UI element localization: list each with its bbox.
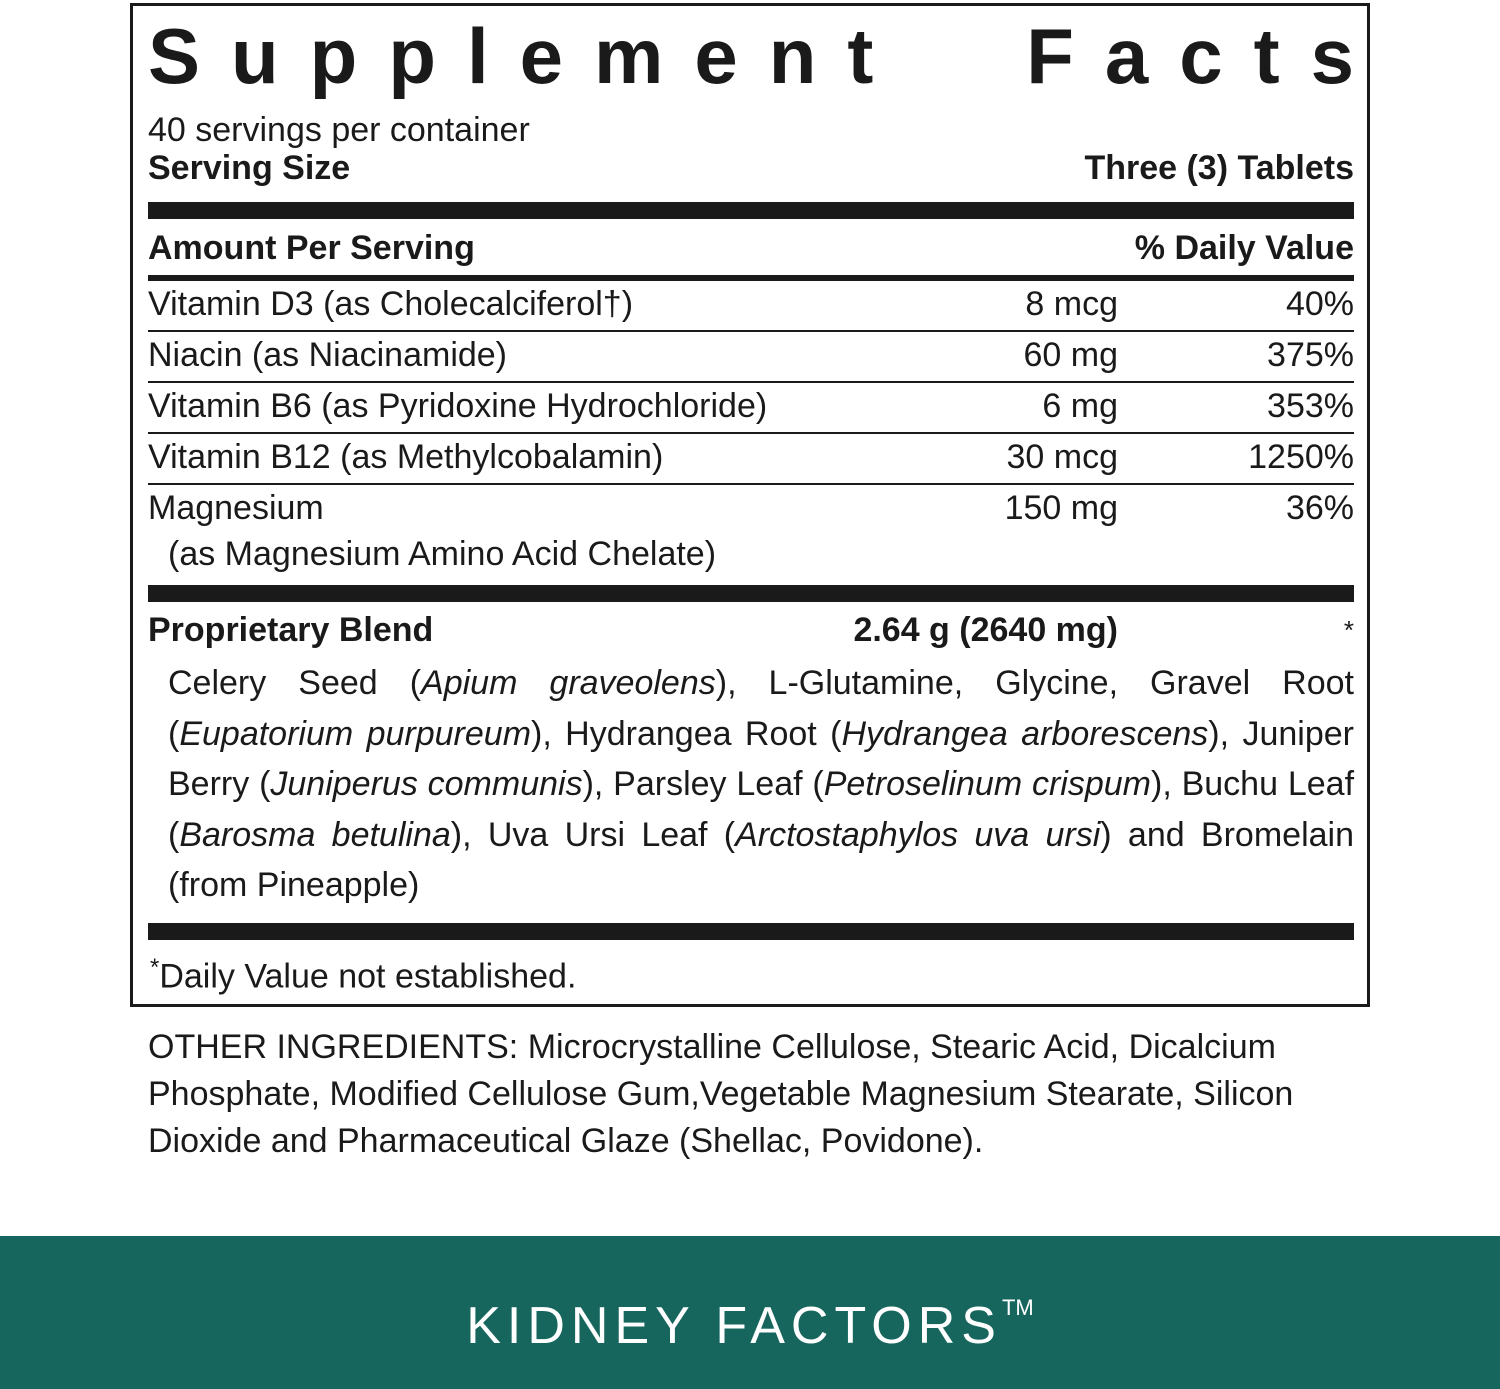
nutrient-amount: 8 mcg	[1025, 285, 1118, 323]
servings-per-container: 40 servings per container	[148, 111, 530, 149]
nutrient-row: Magnesium (as Magnesium Amino Acid Chelat…	[148, 485, 1354, 585]
nutrient-row: Niacin (as Niacinamide) 60 mg 375%	[148, 332, 1354, 383]
divider	[148, 585, 1354, 602]
nutrient-daily-value: 375%	[1267, 336, 1354, 374]
divider	[148, 922, 1354, 940]
nutrient-daily-value: 36%	[1285, 489, 1354, 527]
nutrient-name-text: Vitamin B6 (as Pyridoxine Hydrochloride)	[148, 387, 768, 425]
blend-name: Proprietary Blend	[148, 611, 434, 649]
botanical-name: Hydrangea arborescens	[841, 714, 1209, 753]
serving-size-label: Serving Size	[148, 149, 351, 187]
serving-size-row: Serving Size Three (3) Tablets	[148, 148, 1354, 188]
botanical-name: Barosma betulina	[179, 815, 451, 854]
nutrient-name-text: Magnesium	[148, 489, 324, 527]
nutrient-name-text: Vitamin B12 (as Methylcobalamin)	[148, 438, 664, 476]
serving-size-value: Three (3) Tablets	[1084, 149, 1354, 187]
nutrient-amount: 60 mg	[1023, 336, 1119, 374]
botanical-name: Arctostaphylos uva ursi	[735, 815, 1101, 854]
nutrient-name: Vitamin B6 (as Pyridoxine Hydrochloride)	[148, 383, 858, 432]
ingredient-text: ), Buchu Leaf (	[168, 765, 1355, 854]
footnote: *Daily Value not established.	[148, 940, 1354, 1004]
botanical-name: Petroselinum crispum	[823, 765, 1151, 803]
blend-ingredients: Celery Seed (Apium graveolens), L-Glutam…	[148, 658, 1354, 911]
footnote-mark: *	[150, 953, 160, 981]
blend-amount: 2.64 g (2640 mg)	[853, 611, 1118, 649]
ingredient-text: ), L-Glutamine, Glycine, Gravel Root (	[168, 664, 1355, 753]
nutrient-name-text: Niacin (as Niacinamide)	[148, 336, 508, 374]
botanical-name: Apium graveolens	[421, 664, 716, 702]
brand-band: KIDNEY FACTORSTM	[0, 1236, 1500, 1389]
ingredient-text: ), Hydrangea Root (	[531, 714, 842, 753]
nutrient-amount: 150 mg	[1004, 489, 1118, 527]
botanical-name: Juniperus communis	[270, 765, 583, 803]
ingredient-text: ) and Bromelain (from Pineapple)	[168, 815, 1354, 905]
nutrient-name: Niacin (as Niacinamide)	[148, 332, 858, 381]
other-ingredients: OTHER INGREDIENTS: Microcrystalline Cell…	[148, 1028, 1294, 1160]
amount-per-serving-header: Amount Per Serving	[148, 229, 475, 267]
footnote-text: Daily Value not established.	[159, 956, 577, 995]
ingredient-text: ), Juniper Berry (	[168, 714, 1354, 804]
supplement-facts-panel: Supplement Facts 40 servings per contain…	[130, 3, 1370, 1007]
nutrient-row: Vitamin B12 (as Methylcobalamin) 30 mcg 12…	[148, 434, 1354, 485]
botanical-name: Eupatorium purpureum	[179, 714, 532, 753]
nutrient-daily-value: 353%	[1267, 387, 1354, 425]
column-header: Amount Per Serving % Daily Value	[148, 219, 1354, 275]
nutrient-name: Magnesium (as Magnesium Amino Acid Chelat…	[148, 485, 858, 577]
divider	[148, 202, 1354, 219]
nutrient-amount: 6 mg	[1042, 387, 1118, 425]
daily-value-header: % Daily Value	[1134, 229, 1354, 267]
ingredient-text: ), Parsley Leaf (	[582, 765, 824, 803]
ingredient-text: Celery Seed (	[168, 664, 422, 702]
nutrient-row: Vitamin D3 (as Cholecalciferol†) 8 mcg 40%	[148, 281, 1354, 332]
panel-title: Supplement Facts	[148, 12, 1385, 100]
nutrient-list: Vitamin D3 (as Cholecalciferol†) 8 mcg 40%…	[148, 281, 1354, 585]
nutrient-name-text: Vitamin D3 (as Cholecalciferol†)	[148, 285, 634, 323]
brand-name-text: KIDNEY FACTORS	[466, 1297, 1002, 1355]
brand-name: KIDNEY FACTORSTM	[0, 1278, 1500, 1356]
nutrient-daily-value: 1250%	[1248, 438, 1354, 476]
blend-row: Proprietary Blend 2.64 g (2640 mg) *	[148, 602, 1354, 658]
nutrient-name: Vitamin D3 (as Cholecalciferol†)	[148, 281, 858, 330]
nutrient-name: Vitamin B12 (as Methylcobalamin)	[148, 434, 858, 483]
nutrient-daily-value: 40%	[1285, 285, 1354, 323]
divider	[148, 275, 1354, 281]
ingredient-text: ), Uva Ursi Leaf (	[450, 815, 736, 854]
nutrient-row: Vitamin B6 (as Pyridoxine Hydrochloride)…	[148, 383, 1354, 434]
blend-daily-value: *	[1343, 615, 1354, 645]
trademark: TM	[1001, 1295, 1034, 1320]
nutrient-name-sub: (as Magnesium Amino Acid Chelate)	[168, 535, 717, 573]
nutrient-amount: 30 mcg	[1006, 438, 1119, 476]
